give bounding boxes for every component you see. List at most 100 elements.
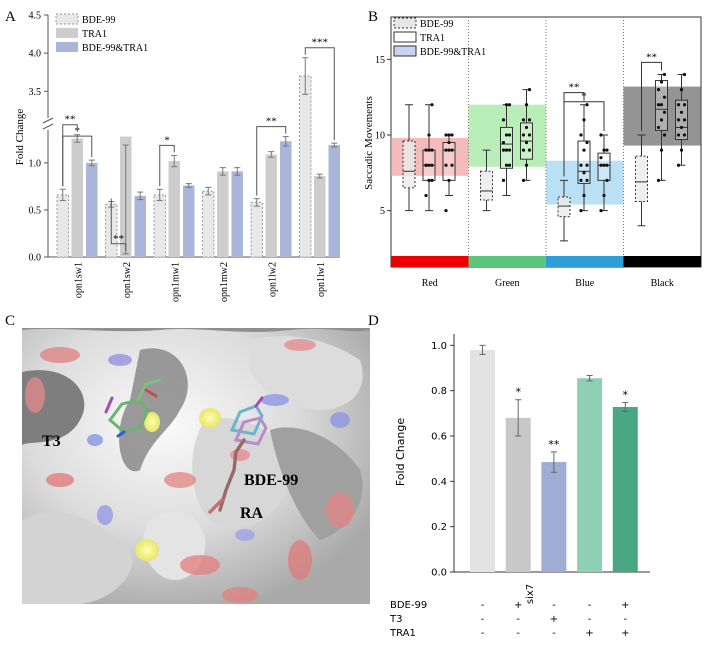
b-data-point [676, 163, 681, 167]
b-data-point [585, 140, 589, 145]
b-legend-swatch [393, 17, 417, 29]
a-y-tick-label: 0.5 [29, 205, 42, 216]
b-data-point [656, 103, 661, 107]
a-legend-label: TRA1 [82, 29, 107, 40]
a-bar [56, 194, 69, 258]
c-yellow-spot [135, 539, 159, 561]
b-data-point [676, 103, 681, 107]
b-data-point [679, 88, 684, 92]
a-bar [231, 171, 243, 257]
b-data-point [605, 163, 609, 167]
b-data-point [656, 125, 661, 130]
a-bar [153, 194, 166, 258]
a-legend-swatch [56, 28, 78, 38]
b-x-tick-label: Red [422, 278, 438, 289]
d-bar [505, 417, 531, 572]
b-data-point [504, 163, 509, 167]
d-y-tick-label: 0.4 [431, 477, 447, 488]
b-data-point [527, 148, 532, 152]
b-data-point [682, 118, 687, 122]
b-data-point [450, 148, 454, 152]
b-data-point [424, 163, 428, 167]
b-data-point [447, 140, 451, 145]
a-bar [265, 154, 277, 257]
a-y-axis-title: Fold Change [14, 109, 26, 166]
a-x-tick-label: opn1lw2 [267, 262, 278, 297]
b-data-point [524, 140, 529, 145]
d-treatment-sign: - [516, 628, 520, 639]
a-y-tick-label: 0.0 [29, 253, 42, 264]
b-data-point [521, 133, 526, 137]
b-data-point [679, 110, 684, 114]
b-data-point [427, 133, 431, 137]
d-treatment-name: BDE-99 [390, 600, 427, 611]
b-data-point [524, 103, 529, 107]
a-bar [183, 185, 195, 257]
b-data-point [527, 88, 532, 92]
a-significance-bracket [110, 198, 127, 251]
panel-b-box-plot: Saccadic Movements Red Green Blue Black 5 10… [363, 16, 702, 289]
b-significance-bracket [563, 101, 605, 177]
d-significance-label: * [515, 386, 521, 399]
a-bar [328, 145, 340, 257]
a-bar [86, 162, 98, 257]
panel-label-d: D [368, 313, 379, 329]
b-data-point [585, 163, 589, 167]
c-bump [22, 511, 133, 604]
b-data-point [676, 118, 681, 122]
b-data-point [521, 118, 526, 122]
panel-label-a: A [5, 9, 16, 25]
a-significance-bracket [62, 124, 78, 187]
b-data-point [682, 133, 687, 137]
b-y-tick-label: 5 [380, 206, 385, 217]
d-treatment-sign: - [552, 600, 556, 611]
b-significance-label: ** [646, 51, 657, 63]
b-data-point [679, 125, 684, 130]
b-data-point [430, 178, 434, 182]
d-treatment-sign: - [588, 614, 592, 625]
b-data-point [444, 209, 448, 213]
b-data-point [447, 148, 451, 152]
b-box [577, 140, 591, 184]
b-data-point [447, 178, 451, 182]
b-data-point [424, 148, 428, 152]
a-bar [168, 161, 180, 257]
b-y-tick-label: 10 [375, 130, 385, 141]
b-data-point [527, 133, 532, 137]
b-data-point [579, 209, 583, 213]
c-ligand-ra [208, 438, 246, 514]
d-bar [612, 406, 638, 572]
a-bar [314, 176, 326, 257]
b-data-point [599, 156, 603, 160]
b-data-point [444, 148, 448, 152]
b-legend-swatch [393, 45, 417, 57]
a-significance-label: ** [65, 114, 76, 126]
panel-label-b: B [368, 9, 378, 25]
b-data-point [662, 95, 667, 99]
d-y-axis-title: Fold Change [394, 418, 407, 487]
d-treatment-sign: - [623, 614, 627, 625]
d-x-axis-title: six7 [525, 584, 536, 604]
d-treatment-sign: - [481, 600, 485, 611]
d-treatment-sign: - [481, 628, 485, 639]
b-legend-swatch [393, 31, 417, 43]
b-box [480, 170, 493, 201]
b-shaded-band [623, 86, 701, 146]
a-significance-bracket [304, 47, 335, 141]
b-color-strip [391, 256, 469, 267]
b-data-point [682, 72, 687, 77]
b-data-point [579, 163, 583, 167]
d-treatment-sign: + [514, 600, 522, 611]
b-data-point [521, 148, 526, 152]
a-axis-break-icon [42, 117, 54, 130]
a-significance-label: ** [113, 233, 124, 245]
b-data-point [585, 103, 589, 107]
d-significance-label: ** [548, 438, 560, 451]
b-data-point [582, 118, 586, 122]
b-x-tick-label: Blue [575, 278, 594, 289]
b-data-point [427, 163, 431, 167]
b-data-point [507, 103, 512, 107]
d-significance-label: * [623, 388, 629, 401]
b-data-point [582, 148, 586, 152]
